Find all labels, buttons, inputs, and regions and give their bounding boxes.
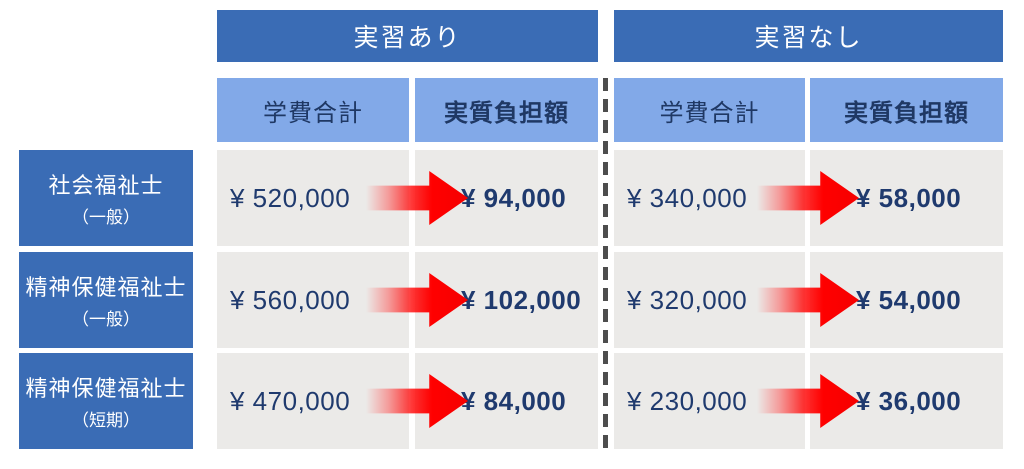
dashed-divider — [603, 78, 608, 455]
group-header-with-practicum: 実習あり — [217, 10, 598, 62]
group-header-label: 実習なし — [754, 24, 863, 52]
amount: ¥ 340,000 — [627, 182, 748, 213]
amount: ¥ 230,000 — [627, 385, 748, 416]
subheader-net-with: 実質負担額 — [415, 78, 598, 142]
amount: ¥ 320,000 — [627, 284, 748, 315]
cell-tuition: ¥ 470,000 — [217, 353, 409, 449]
row-header-name: 社会福祉士 — [48, 173, 164, 198]
row-header-qualifier: （一般） — [72, 208, 140, 227]
row-header-name: 精神保健福祉士 — [25, 376, 187, 401]
amount: ¥ 560,000 — [230, 284, 351, 315]
group-header-without-practicum: 実習なし — [614, 10, 1003, 62]
subheader-label: 学費合計 — [263, 99, 363, 127]
row-header-shakaifukushishi-ippan: 社会福祉士 （一般） — [19, 150, 193, 246]
subheader-net-without: 実質負担額 — [810, 78, 1003, 142]
row-header-seishinhoken-ippan: 精神保健福祉士 （一般） — [19, 252, 193, 348]
row-header-name: 精神保健福祉士 — [25, 275, 187, 300]
amount: ¥ 94,000 — [461, 182, 567, 213]
amount: ¥ 54,000 — [856, 284, 962, 315]
cell-net: ¥ 58,000 — [810, 150, 1003, 246]
subheader-label: 学費合計 — [659, 99, 760, 127]
subheader-tuition-with: 学費合計 — [217, 78, 409, 142]
row-header-qualifier: （短期） — [72, 411, 140, 430]
row-header-qualifier: （一般） — [72, 310, 140, 329]
amount: ¥ 102,000 — [461, 284, 582, 315]
amount: ¥ 470,000 — [230, 385, 351, 416]
subheader-label: 実質負担額 — [844, 99, 969, 127]
amount: ¥ 36,000 — [856, 385, 962, 416]
subheader-tuition-without: 学費合計 — [614, 78, 805, 142]
cell-tuition: ¥ 340,000 — [614, 150, 805, 246]
amount: ¥ 520,000 — [230, 182, 351, 213]
subheader-label: 実質負担額 — [444, 99, 569, 127]
amount: ¥ 58,000 — [856, 182, 962, 213]
group-header-label: 実習あり — [353, 24, 462, 52]
row-header-seishinhoken-tanki: 精神保健福祉士 （短期） — [19, 353, 193, 449]
amount: ¥ 84,000 — [461, 385, 567, 416]
